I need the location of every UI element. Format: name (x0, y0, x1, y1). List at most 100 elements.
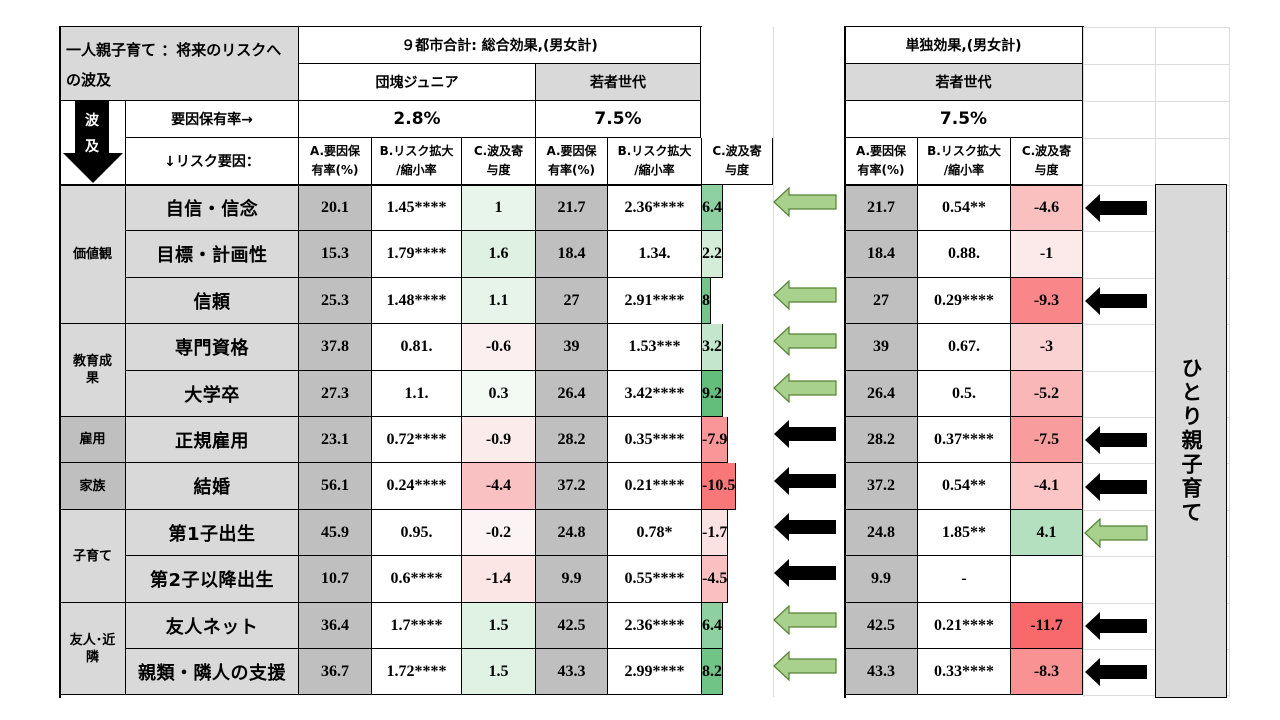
cell-wakamono-b-text: 1.53*** (628, 338, 681, 355)
cell-single-a-text: 43.3 (867, 662, 895, 680)
cell-dankai-b-text: 1.1. (404, 384, 429, 402)
cell-single-c: -7.5 (1011, 417, 1083, 463)
cell-wakamono-a-text: 9.9 (561, 570, 582, 587)
cell-wakamono-c-text: 8.2 (702, 662, 722, 680)
category-label-text: 家族 (79, 478, 106, 494)
cell-wakamono-b: 3.42**** (608, 371, 702, 417)
cell-dankai-b-text: 0.6**** (390, 570, 443, 587)
black-arrow-left (774, 559, 836, 587)
section-single-title-text: 単独効果,(男女計) (905, 38, 1022, 54)
cell-single-b: 0.33**** (918, 649, 1011, 695)
cell-wakamono-a-text: 39 (563, 338, 580, 355)
risk-item-label-text: 第2子以降出生 (149, 570, 275, 591)
cell-wakamono-b: 1.53*** (608, 324, 702, 371)
cell-dankai-b-text: 1.72**** (386, 662, 447, 680)
category-label: 子育て (60, 510, 126, 603)
cell-wakamono-c: 6.4 (702, 185, 723, 231)
cell-single-a-text: 42.5 (867, 616, 895, 634)
cell-single-c-text: -3 (1039, 338, 1054, 355)
wave-cell: 波 及 (60, 101, 126, 185)
cell-dankai-a-text: 36.7 (321, 662, 349, 680)
cell-single-a: 27 (845, 278, 918, 324)
cell-single-c-text: -5.2 (1033, 384, 1060, 402)
table-border (844, 26, 846, 698)
risk-item-label-text: 自信・信念 (165, 198, 259, 220)
cell-single-a-text: 39 (873, 338, 889, 355)
risk-item-label-text: 友人ネット (165, 616, 259, 638)
cell-single-a: 37.2 (845, 463, 918, 510)
black-arrow-left (1085, 287, 1147, 315)
col-header-a-text: A.要因保 有率(%) (546, 144, 597, 177)
cell-single-a: 18.4 (845, 231, 918, 278)
table-border (59, 26, 702, 27)
category-label: 友人･近 隣 (60, 603, 126, 695)
table-border (60, 184, 701, 186)
green-arrow-left (773, 280, 837, 310)
cell-wakamono-c-text: 8 (702, 291, 710, 309)
cell-dankai-b: 1.45**** (372, 185, 462, 231)
cell-single-b: 0.54** (918, 185, 1011, 231)
cell-dankai-c: 1 (462, 185, 536, 231)
col-header-c: C.波及寄 与度 (702, 138, 773, 185)
cell-wakamono-b-text: 3.42**** (624, 384, 685, 402)
cell-dankai-a-text: 37.8 (321, 338, 349, 355)
cell-wakamono-a-text: 27 (563, 291, 580, 309)
cell-wakamono-b: 2.36**** (608, 185, 702, 231)
cell-dankai-b: 1.72**** (372, 649, 462, 695)
cell-single-a-text: 21.7 (867, 198, 895, 216)
col-header-c: C.波及寄 与度 (462, 138, 536, 185)
cell-dankai-b: 0.6**** (372, 556, 462, 603)
gridline (773, 27, 774, 697)
cell-single-a: 21.7 (845, 185, 918, 231)
cell-single-a: 43.3 (845, 649, 918, 695)
cell-single-b: - (918, 556, 1011, 603)
cell-wakamono-b: 2.91**** (608, 278, 702, 324)
gridline (1083, 27, 1084, 697)
cell-single-c (1011, 556, 1083, 603)
category-label: 価値観 (60, 185, 126, 324)
cell-single-b: 0.37**** (918, 417, 1011, 463)
cell-wakamono-a-text: 28.2 (557, 430, 586, 448)
col-header-c: C.波及寄 与度 (1011, 138, 1083, 185)
cell-dankai-b-text: 0.95. (400, 523, 433, 541)
black-arrow-left (1085, 612, 1147, 640)
cell-wakamono-b: 2.36**** (608, 603, 702, 649)
rate-dankai-text: 2.8% (393, 109, 441, 129)
rate-wakamono: 7.5% (536, 101, 701, 138)
cell-dankai-c-text: 1.5 (488, 616, 509, 634)
cell-single-b-text: 0.29**** (934, 291, 994, 309)
cell-single-a: 24.8 (845, 510, 918, 556)
cell-single-c-text: -7.5 (1033, 430, 1060, 448)
cell-wakamono-b-text: 0.78* (636, 523, 673, 541)
cell-dankai-a-text: 15.3 (321, 245, 349, 262)
cell-single-a-text: 27 (873, 291, 889, 309)
cell-single-a-text: 24.8 (867, 523, 895, 541)
risk-item-label: 第2子以降出生 (126, 556, 299, 603)
cell-single-b: 0.67. (918, 324, 1011, 371)
cell-dankai-c: 1.6 (462, 231, 536, 278)
cell-single-c-text: -11.7 (1030, 616, 1063, 634)
down-arrow-icon: 波 及 (62, 101, 123, 183)
cell-wakamono-c-text: 6.4 (702, 616, 722, 634)
cell-single-a-text: 26.4 (867, 384, 895, 402)
cell-single-c: -1 (1011, 231, 1083, 278)
cell-single-a: 9.9 (845, 556, 918, 603)
cell-dankai-b-text: 1.48**** (386, 291, 447, 309)
cell-dankai-a: 25.3 (299, 278, 372, 324)
gridline (1084, 64, 1230, 65)
rate-wakamono2: 7.5% (845, 101, 1083, 138)
rate-wakamono2-text: 7.5% (939, 109, 988, 129)
cell-dankai-a: 36.4 (299, 603, 372, 649)
cell-wakamono-b: 2.99**** (608, 649, 702, 695)
cell-wakamono-c: 8 (702, 278, 711, 324)
cell-single-a-text: 28.2 (867, 430, 895, 448)
cell-single-c: -11.7 (1011, 603, 1083, 649)
cell-dankai-a: 37.8 (299, 324, 372, 371)
cell-dankai-a: 10.7 (299, 556, 372, 603)
cell-dankai-a: 45.9 (299, 510, 372, 556)
cell-wakamono-c: 6.4 (702, 603, 723, 649)
cell-single-b: 0.5. (918, 371, 1011, 417)
cell-wakamono-c-text: 2.2 (702, 245, 722, 262)
cell-dankai-a: 56.1 (299, 463, 372, 510)
cell-wakamono-c: -1.7 (702, 510, 729, 556)
